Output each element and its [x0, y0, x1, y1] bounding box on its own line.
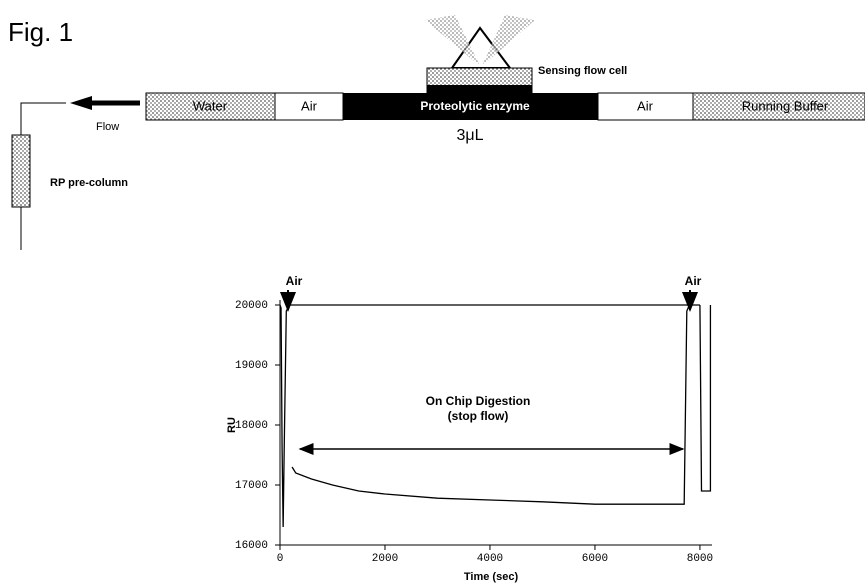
segment: [145, 92, 276, 121]
flow-arrowhead: [70, 96, 92, 110]
line: [699, 304, 712, 492]
tubing: [20, 102, 66, 250]
annotation: On Chip Digestion: [426, 394, 531, 408]
x-axis-label: Time (sec): [464, 571, 519, 583]
light-out: [482, 15, 535, 66]
column-label: RP pre-column: [50, 177, 128, 189]
flow-cell-chip: [427, 85, 532, 93]
segment-label: Air: [301, 98, 318, 113]
flow-cell-label: Sensing flow cell: [538, 65, 627, 77]
y-tick-label: 17000: [235, 480, 268, 492]
segment-label: Running Buffer: [742, 98, 829, 113]
light-in: [425, 15, 480, 66]
segment-label: Water: [193, 98, 228, 113]
x-tick-label: 8000: [687, 553, 713, 565]
segment-label: Proteolytic enzyme: [420, 99, 530, 113]
y-tick-label: 16000: [235, 540, 268, 552]
y-axis-label: RU: [226, 417, 238, 433]
segment: [343, 93, 598, 120]
x-tick-label: 0: [277, 553, 284, 565]
x-tick-label: 2000: [372, 553, 398, 565]
annotation: Air: [286, 274, 303, 288]
x-tick-label: 6000: [582, 553, 608, 565]
chart: 16000 17000 18000 19000 20000 0 2000 4000 6000 80…: [226, 274, 713, 583]
annotation: Air: [685, 274, 702, 288]
flow-diagram: Sensing flow cell Water Air Proteolytic …: [11, 15, 865, 250]
y-tick-label: 19000: [235, 360, 268, 372]
y-tick-label: 18000: [235, 420, 268, 432]
flow-label: Flow: [96, 121, 119, 133]
segment: [597, 92, 694, 121]
segment: [274, 92, 344, 121]
line: [291, 304, 691, 505]
x-tick-label: 4000: [477, 553, 503, 565]
volume-label: 3μL: [456, 127, 483, 144]
segment: [692, 92, 865, 121]
segment-label: Air: [637, 98, 654, 113]
y-tick-label: 20000: [235, 300, 268, 312]
figure-label: Fig. 1: [8, 17, 73, 47]
column: [11, 134, 31, 208]
annotation: (stop flow): [448, 409, 509, 423]
